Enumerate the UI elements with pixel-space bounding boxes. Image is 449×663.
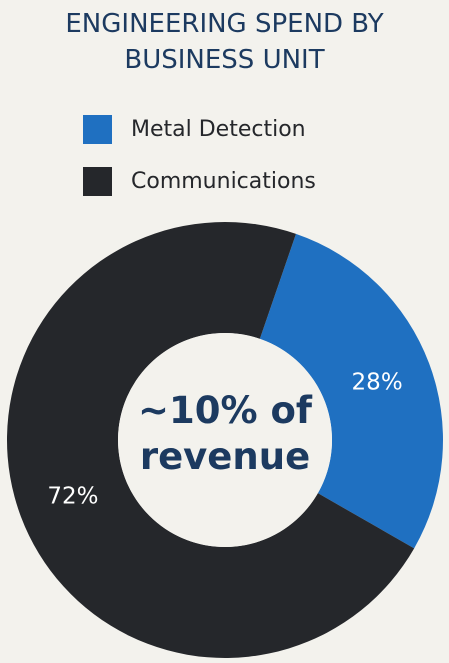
center-text: ~10% of revenue	[138, 389, 312, 478]
data-label: 28%	[352, 369, 403, 395]
donut-hole	[118, 333, 332, 547]
legend-swatch	[83, 167, 112, 196]
data-label: 72%	[47, 484, 98, 510]
legend-swatch	[83, 115, 112, 144]
chart-title: ENGINEERING SPEND BY BUSINESS UNIT	[65, 9, 384, 75]
donut-slice	[6, 221, 415, 658]
legend-label: Metal Detection	[131, 117, 306, 142]
legend-label: Communications	[131, 169, 316, 194]
donut-slice	[259, 233, 443, 549]
